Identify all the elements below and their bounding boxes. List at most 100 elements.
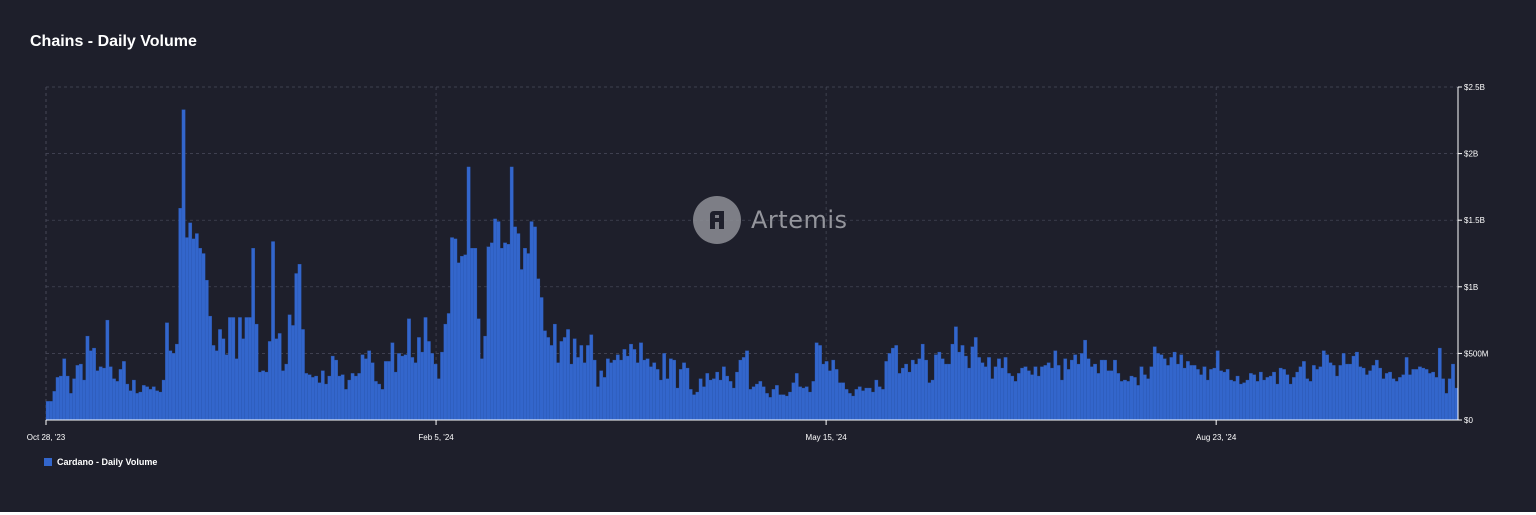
bar (556, 362, 560, 421)
chart-legend[interactable]: Cardano - Daily Volume (44, 457, 157, 467)
bar (261, 370, 265, 421)
bar (1232, 381, 1237, 421)
bar (552, 323, 557, 421)
x-tick-label: Feb 5, '24 (418, 433, 454, 442)
artemis-logo-icon (693, 196, 741, 244)
bar (248, 317, 252, 421)
bar (496, 221, 501, 421)
bar (1355, 351, 1359, 421)
bar (1404, 357, 1409, 421)
bar (731, 387, 736, 421)
bar (871, 391, 875, 421)
bar (1209, 369, 1213, 421)
y-tick-label: $2.5B (1464, 83, 1485, 92)
y-tick-label: $0 (1464, 416, 1473, 425)
bar (857, 386, 862, 421)
bar (844, 389, 849, 421)
bar (82, 379, 86, 421)
bar (884, 361, 889, 421)
bar (655, 369, 660, 421)
bar (297, 264, 302, 421)
bar (788, 391, 792, 421)
bar (562, 337, 567, 421)
bar (499, 248, 504, 421)
bar (1381, 378, 1386, 421)
bar (158, 391, 163, 421)
bar (874, 379, 879, 421)
bar (364, 358, 368, 421)
bar (244, 317, 249, 421)
bar (1060, 379, 1064, 421)
bar (867, 387, 872, 421)
bar (1348, 363, 1353, 421)
bar (612, 359, 617, 421)
y-tick-label: $2B (1464, 150, 1478, 159)
bar (828, 370, 832, 421)
bar (400, 355, 405, 421)
bar (576, 357, 580, 421)
bar (963, 355, 968, 421)
bar (1017, 373, 1021, 421)
bar (1106, 370, 1111, 421)
bar (1050, 367, 1054, 421)
bar (1315, 369, 1319, 421)
bar (1229, 379, 1233, 421)
bar (344, 389, 348, 421)
x-tick-label: Aug 23, '24 (1196, 433, 1237, 442)
bar (1073, 354, 1078, 421)
bar (834, 369, 839, 421)
bar (185, 237, 189, 421)
bar (622, 349, 627, 421)
bar (238, 317, 242, 421)
bar (635, 362, 640, 421)
bar (1000, 367, 1005, 421)
bar (513, 226, 517, 421)
bar (778, 394, 783, 421)
bar (198, 248, 202, 421)
bar (940, 358, 945, 421)
bar (88, 350, 93, 421)
bar (138, 391, 143, 421)
bar (642, 359, 647, 421)
bar (1245, 379, 1250, 421)
bar (847, 393, 852, 421)
bar (1172, 351, 1177, 421)
bar (877, 386, 882, 421)
bar (181, 109, 186, 421)
bar (685, 367, 690, 421)
bar (705, 373, 710, 421)
chart-bars (45, 109, 1459, 421)
bar (824, 361, 829, 421)
bar (59, 375, 63, 421)
bar (519, 269, 524, 421)
bar (417, 337, 421, 421)
bar (1378, 367, 1382, 421)
bar (373, 381, 378, 421)
bar (241, 338, 246, 421)
bar (1215, 350, 1220, 421)
bar (370, 362, 375, 421)
bar (1146, 378, 1150, 421)
bar (45, 401, 50, 421)
bar (1079, 353, 1084, 421)
bar (1046, 362, 1051, 421)
bar (801, 387, 806, 421)
bar (1179, 354, 1184, 421)
bar (115, 381, 120, 421)
bar (1162, 358, 1167, 421)
bar (410, 357, 415, 421)
bar (1109, 370, 1114, 421)
bar (1388, 371, 1392, 421)
bar (440, 351, 444, 421)
bar (728, 381, 733, 421)
bar (1189, 365, 1194, 421)
bar (52, 391, 57, 421)
bar (1182, 367, 1187, 421)
bar (1374, 359, 1379, 421)
bar (1437, 347, 1442, 421)
bar (1242, 382, 1247, 421)
bar (582, 362, 587, 421)
bar (387, 361, 391, 421)
bar (135, 393, 140, 421)
